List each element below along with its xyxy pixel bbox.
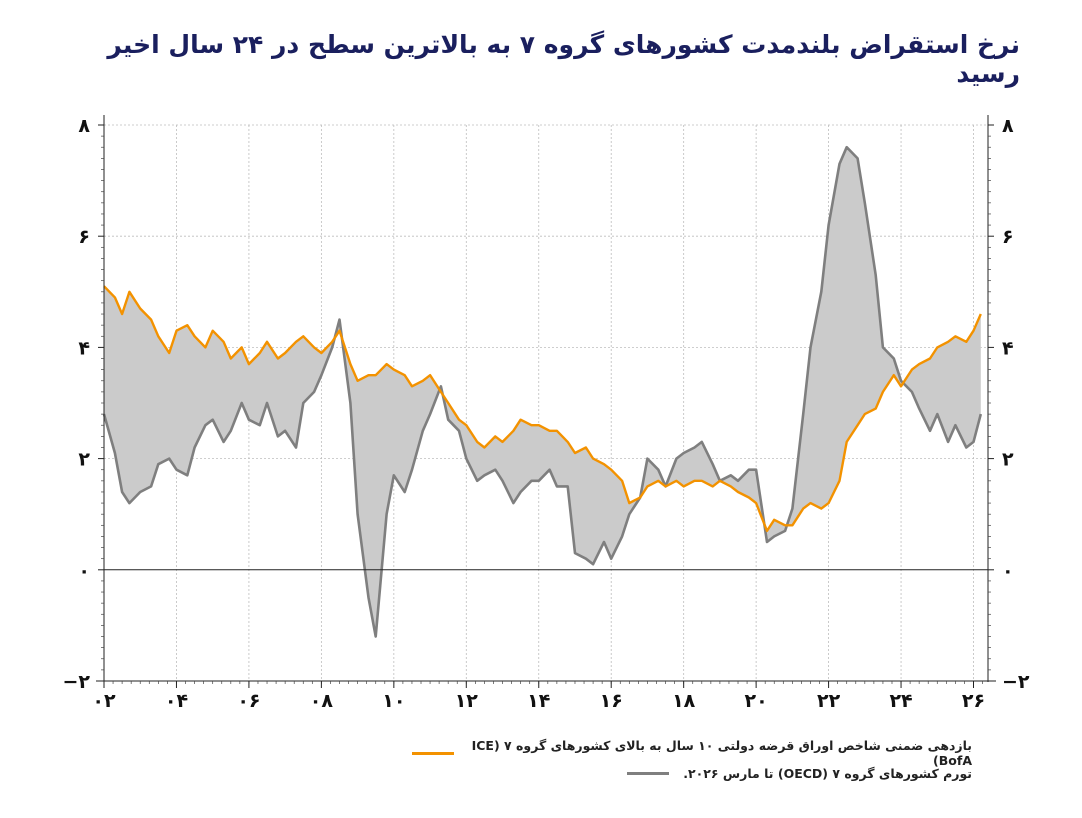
gap-fill-area xyxy=(104,147,981,637)
legend-item-inflation: تورم کشورهای گروه ۷ (OECD) تا مارس ۲۰۲۶. xyxy=(412,766,972,781)
y-tick-label-right: ۸ xyxy=(1002,115,1014,137)
axes: −۲ −۲۰ ۰۲ ۲۴ ۴۶ ۶۸ ۸۰۲ ۰۴ ۰۶ ۰۸ ۱۰ ۱۲ ۱۴ ۱۶ ۱۸ ۲۰ ۲۲ ۲۴ ۲۶ xyxy=(62,115,1030,712)
legend-item-yield: بازدهی ضمنی شاخص اوراق قرضه دولتی ۱۰ سال… xyxy=(412,738,972,768)
y-tick-label-left: ۰ xyxy=(78,560,90,582)
series-line-inflation xyxy=(102,145,983,638)
y-tick-label-left: ۴ xyxy=(78,337,90,359)
x-tick-label: ۰۶ xyxy=(237,690,260,712)
x-tick-label: ۱۸ xyxy=(672,690,696,712)
y-tick-label-right: ۴ xyxy=(1002,337,1014,359)
x-tick-label: ۱۴ xyxy=(527,690,550,712)
y-tick-label-left: ۶ xyxy=(78,226,90,248)
x-tick-label: ۱۶ xyxy=(600,690,623,712)
y-tick-label-right: −۲ xyxy=(1002,671,1030,693)
y-tick-label-left: ۸ xyxy=(78,115,90,137)
x-tick-label: ۲۰ xyxy=(745,690,768,712)
legend-label-yield: بازدهی ضمنی شاخص اوراق قرضه دولتی ۱۰ سال… xyxy=(471,738,972,768)
x-tick-label: ۲۶ xyxy=(962,690,985,712)
gap-fill xyxy=(104,147,981,637)
y-tick-label-right: ۲ xyxy=(1002,449,1014,471)
x-tick-label: ۱۲ xyxy=(455,690,479,712)
x-tick-label: ۰۲ xyxy=(92,690,116,712)
y-tick-label-left: ۲ xyxy=(78,449,90,471)
y-tick-label-left: −۲ xyxy=(62,671,90,693)
series-line-yield xyxy=(103,285,982,533)
legend-label-inflation: تورم کشورهای گروه ۷ (OECD) تا مارس ۲۰۲۶. xyxy=(683,766,972,781)
x-tick-label: ۰۸ xyxy=(310,690,334,712)
legend-swatch-yield xyxy=(412,751,454,755)
series-lines xyxy=(102,145,983,638)
y-tick-label-right: ۶ xyxy=(1002,226,1014,248)
y-tick-label-right: ۰ xyxy=(1002,560,1014,582)
x-tick-label: ۲۴ xyxy=(889,690,912,712)
x-tick-label: ۲۲ xyxy=(817,690,841,712)
legend-swatch-inflation xyxy=(627,772,670,775)
x-tick-label: ۱۰ xyxy=(382,690,405,712)
x-tick-label: ۰۴ xyxy=(165,690,188,712)
chart-title: نرخ استقراض بلندمدت کشورهای گروه ۷ به با… xyxy=(107,30,1020,88)
